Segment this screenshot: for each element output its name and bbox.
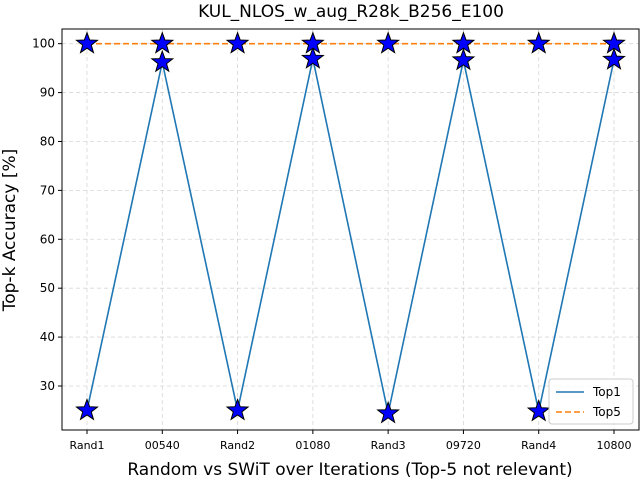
- data-point-top1: [602, 47, 626, 70]
- y-tick-label: 30: [40, 379, 55, 393]
- data-point-top5: [150, 31, 175, 54]
- data-point-top1: [225, 397, 250, 421]
- data-point-top5: [225, 31, 250, 54]
- x-tick-label: 01080: [295, 439, 330, 452]
- x-tick-label: 09720: [446, 439, 481, 452]
- legend-label-top1: Top1: [592, 385, 621, 399]
- y-tick-label: 50: [40, 281, 55, 295]
- y-axis: 30 40 50 60 70 80 90 100: [32, 37, 62, 393]
- data-point-top5: [602, 31, 626, 54]
- x-tick-label: 10800: [597, 439, 632, 452]
- data-point-top5: [75, 31, 99, 54]
- data-point-top5: [300, 31, 325, 54]
- y-axis-label: Top-k Accuracy [%]: [0, 149, 20, 313]
- legend: Top1 Top5: [548, 378, 634, 425]
- x-tick-label: Rand3: [371, 439, 406, 452]
- series-lines: [86, 42, 615, 415]
- y-tick-label: 80: [40, 134, 55, 148]
- x-tick-label: Rand4: [521, 439, 556, 452]
- series-line-top1: [86, 58, 615, 415]
- data-point-top5: [526, 31, 551, 54]
- y-tick-label: 60: [40, 232, 55, 246]
- y-tick-label: 90: [40, 86, 55, 100]
- data-point-top1: [300, 46, 325, 69]
- data-point-top5: [376, 31, 401, 54]
- y-tick-label: 40: [40, 330, 55, 344]
- data-point-top1: [150, 49, 175, 73]
- data-markers: [75, 31, 626, 424]
- data-point-top1: [376, 400, 401, 424]
- chart-title: KUL_NLOS_w_aug_R28k_B256_E100: [198, 2, 504, 22]
- data-point-top1: [451, 47, 476, 71]
- legend-label-top5: Top5: [592, 405, 621, 419]
- x-tick-label: 00540: [145, 439, 180, 452]
- x-tick-label: Rand1: [69, 439, 104, 452]
- y-tick-label: 100: [32, 37, 55, 51]
- data-point-top5: [451, 31, 476, 54]
- y-tick-label: 70: [40, 183, 55, 197]
- x-axis: Rand1 00540 Rand2 01080 Rand3 09720 Rand4 10800: [69, 430, 632, 452]
- x-tick-label: Rand2: [220, 439, 255, 452]
- x-axis-label: Random vs SWiT over Iterations (Top-5 no…: [127, 460, 572, 480]
- plot-frame: [61, 28, 640, 431]
- data-point-top1: [75, 397, 99, 421]
- data-point-top1: [526, 398, 551, 422]
